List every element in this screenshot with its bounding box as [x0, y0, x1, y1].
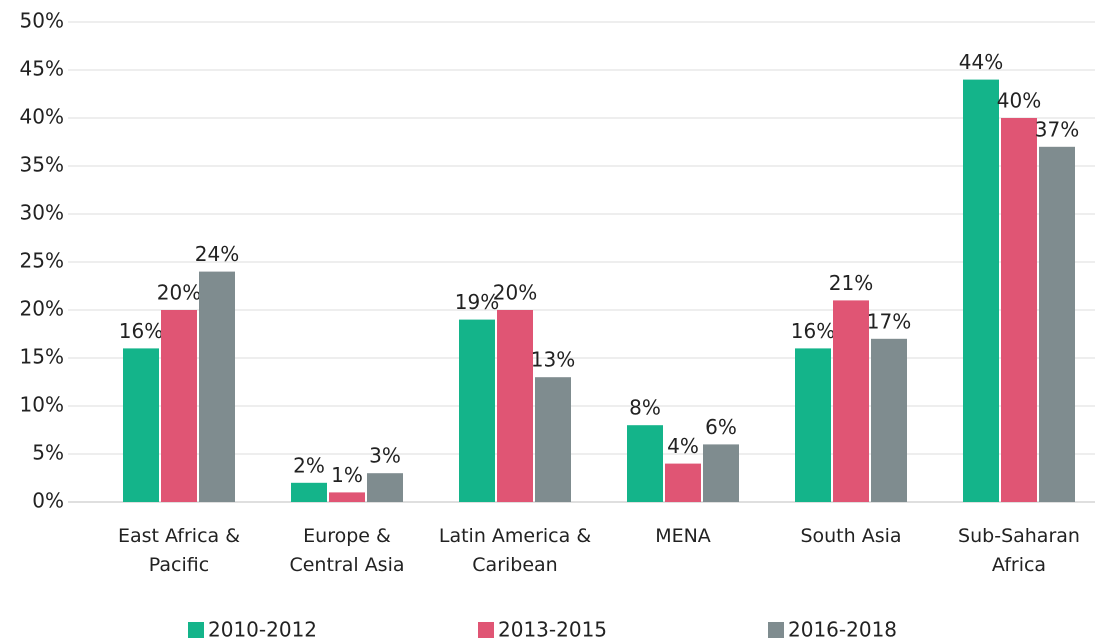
- y-tick-label: 45%: [20, 57, 64, 81]
- x-tick-label: Europe & Central Asia: [289, 525, 405, 576]
- bar: [1039, 146, 1075, 503]
- legend-swatch: [478, 622, 494, 638]
- y-tick-label: 20%: [20, 297, 64, 321]
- value-label: 20%: [493, 281, 537, 305]
- bar: [871, 338, 907, 502]
- value-label: 20%: [157, 281, 201, 305]
- legend-label: 2016-2018: [788, 618, 897, 642]
- x-tick-label: South Asia: [800, 525, 902, 547]
- y-tick-label: 0%: [32, 489, 64, 513]
- value-label: 24%: [195, 242, 239, 266]
- bar: [795, 348, 831, 502]
- bar: [627, 425, 663, 502]
- bar: [459, 319, 495, 502]
- value-label: 13%: [531, 348, 575, 372]
- value-label: 2%: [293, 453, 325, 477]
- y-tick-label: 5%: [32, 441, 64, 465]
- value-label: 17%: [867, 309, 911, 333]
- legend-label: 2013-2015: [498, 618, 607, 642]
- y-tick-label: 35%: [20, 153, 64, 177]
- y-tick-label: 30%: [20, 201, 64, 225]
- value-label: 21%: [829, 271, 873, 295]
- x-tick-label: MENA: [655, 525, 711, 547]
- value-label: 16%: [119, 319, 163, 343]
- value-label: 40%: [997, 89, 1041, 113]
- bar: [329, 492, 365, 502]
- y-tick-label: 10%: [20, 393, 64, 417]
- bar: [367, 473, 403, 502]
- value-label: 6%: [705, 415, 737, 439]
- value-label: 16%: [791, 319, 835, 343]
- y-tick-label: 15%: [20, 345, 64, 369]
- legend-swatch: [768, 622, 784, 638]
- bar: [703, 444, 739, 502]
- y-tick-label: 40%: [20, 105, 64, 129]
- value-label: 3%: [369, 444, 401, 468]
- legend-swatch: [188, 622, 204, 638]
- bar: [963, 79, 999, 502]
- x-tick-label: East Africa & Pacific: [117, 525, 241, 576]
- value-label: 37%: [1035, 117, 1079, 141]
- value-label: 19%: [455, 290, 499, 314]
- bar: [833, 300, 869, 502]
- bar: [199, 271, 235, 502]
- x-tick-label: Latin America & Caribean: [438, 525, 592, 576]
- bar: [1001, 118, 1037, 502]
- x-tick-label: Sub-Saharan Africa: [958, 525, 1080, 576]
- bar: [291, 482, 327, 502]
- bar: [497, 310, 533, 502]
- bar: [535, 377, 571, 502]
- y-tick-label: 25%: [20, 249, 64, 273]
- bar: [123, 348, 159, 502]
- bar: [665, 463, 701, 502]
- value-label: 8%: [629, 396, 661, 420]
- value-label: 1%: [331, 463, 363, 487]
- value-label: 44%: [959, 50, 1003, 74]
- y-tick-label: 50%: [20, 9, 64, 33]
- legend-label: 2010-2012: [208, 618, 317, 642]
- value-label: 4%: [667, 434, 699, 458]
- bar: [161, 310, 197, 502]
